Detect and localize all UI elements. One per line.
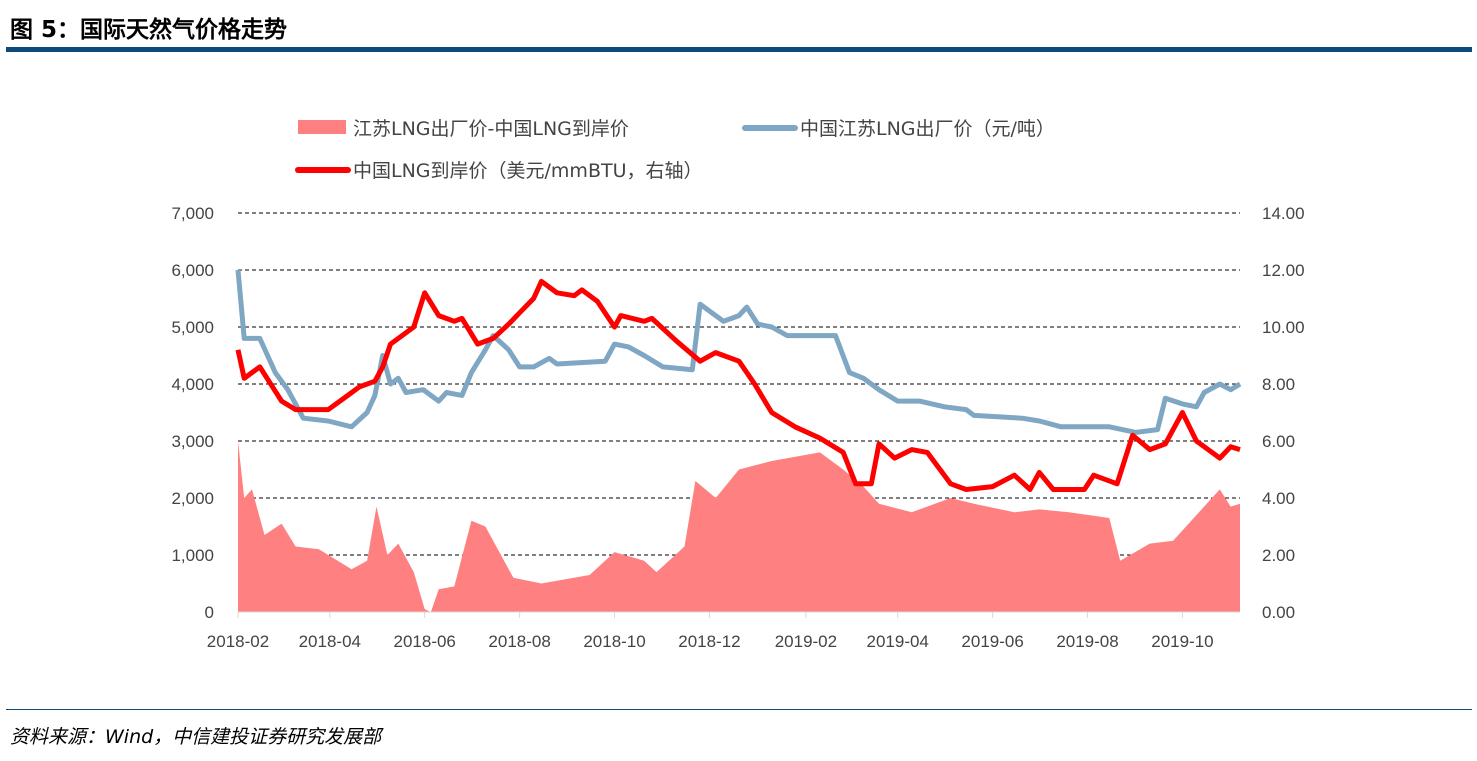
figure-title: 图 5：国际天然气价格走势 [10,17,288,43]
x-tick-label: 2018-04 [299,632,361,651]
source-note: 资料来源：Wind，中信建投证券研究发展部 [10,726,382,748]
x-tick-label: 2018-10 [583,632,645,651]
left-tick-label: 5,000 [171,318,214,337]
right-tick-label: 12.00 [1262,261,1305,280]
right-tick-label: 4.00 [1262,489,1295,508]
x-tick-label: 2018-06 [394,632,456,651]
right-tick-label: 8.00 [1262,375,1295,394]
legend-swatch-area [298,120,346,134]
x-tick-label: 2019-02 [775,632,837,651]
left-tick-label: 4,000 [171,375,214,394]
right-tick-label: 10.00 [1262,318,1305,337]
left-tick-label: 2,000 [171,489,214,508]
right-tick-label: 6.00 [1262,432,1295,451]
legend-label: 江苏LNG出厂价-中国LNG到岸价 [353,118,629,140]
x-tick-label: 2018-08 [488,632,550,651]
x-tick-label: 2018-02 [207,632,269,651]
title-divider [6,47,1472,52]
left-tick-label: 0 [205,603,214,622]
x-tick-label: 2019-10 [1151,632,1213,651]
right-tick-label: 0.00 [1262,603,1295,622]
x-tick-label: 2019-08 [1056,632,1118,651]
left-tick-label: 1,000 [171,546,214,565]
line-series-lng-landed [235,278,1241,492]
left-tick-label: 7,000 [171,204,214,223]
legend-label: 中国LNG到岸价（美元/mmBTU，右轴） [353,160,703,182]
area-series-spread [238,441,1240,612]
x-tick-label: 2018-12 [678,632,740,651]
left-tick-label: 3,000 [171,432,214,451]
footer-divider [6,709,1472,710]
x-tick-label: 2019-04 [867,632,929,651]
x-tick-label: 2019-06 [961,632,1023,651]
right-tick-label: 2.00 [1262,546,1295,565]
right-tick-label: 14.00 [1262,204,1305,223]
left-tick-label: 6,000 [171,261,214,280]
legend-label: 中国江苏LNG出厂价（元/吨） [800,118,1055,140]
